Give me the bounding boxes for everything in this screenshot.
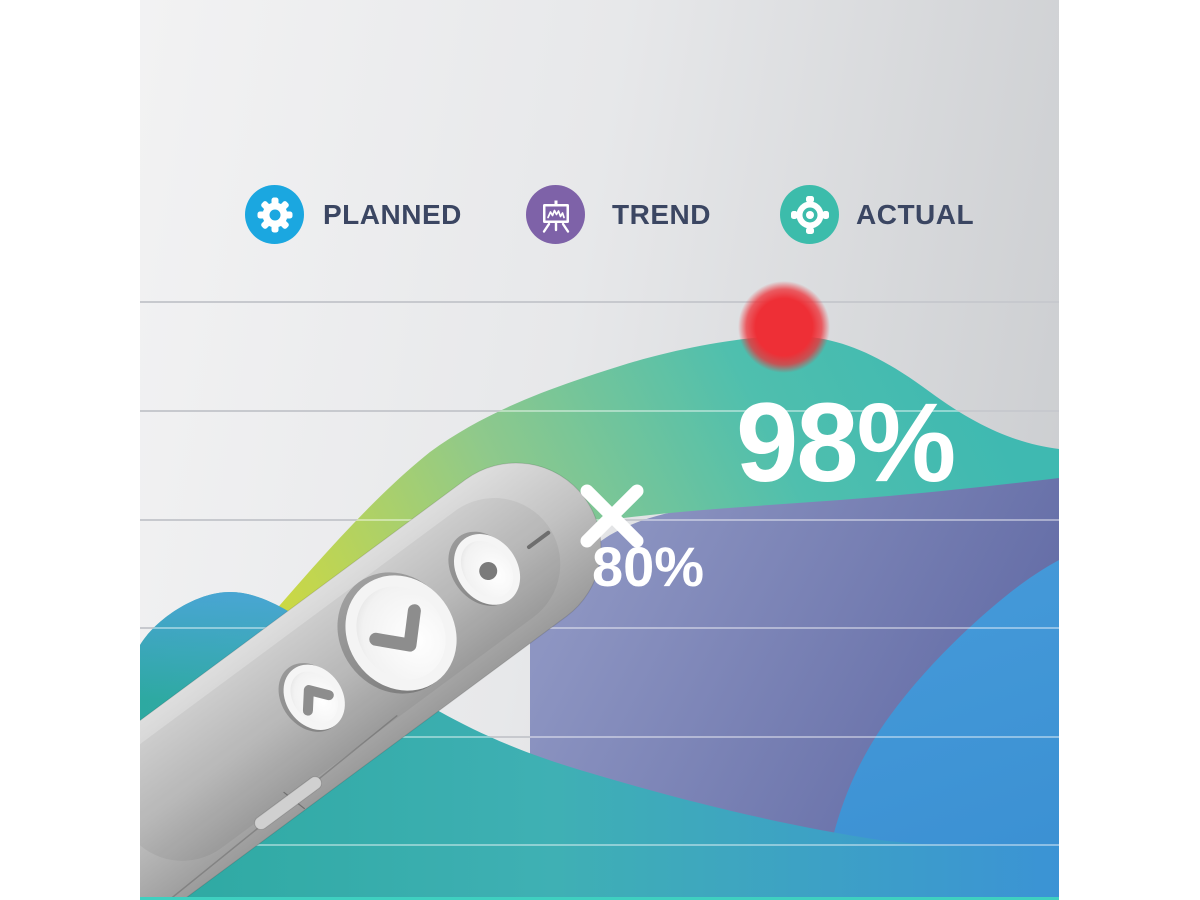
actual-value-label: 98% — [736, 380, 956, 505]
legend-item-actual — [780, 185, 839, 244]
legend-item-trend — [526, 185, 585, 244]
back-button-face — [290, 671, 338, 724]
next-chevron-icon — [369, 604, 421, 652]
back-chevron-icon — [302, 685, 334, 716]
x-cross-marker — [580, 484, 644, 548]
red-laser-dot-marker — [738, 281, 830, 373]
remote-indicator-slit — [526, 530, 551, 550]
legend-item-planned — [245, 185, 304, 244]
legend-label-actual: ACTUAL — [856, 199, 975, 230]
gear-icon — [257, 197, 292, 232]
remote-side-groove — [254, 776, 322, 831]
trend-value-label: 80% — [592, 535, 705, 598]
legend-label-trend: TREND — [612, 199, 711, 230]
actual-area — [250, 335, 1059, 900]
right-margin — [1059, 0, 1200, 900]
chart-area: 98% 80% — [140, 0, 1059, 900]
presentation-chart-icon — [542, 200, 569, 233]
remote-seam — [140, 714, 398, 900]
target-icon — [790, 195, 829, 234]
chart-canvas — [140, 281, 1059, 900]
presenter-remote — [140, 462, 602, 900]
left-margin — [0, 0, 140, 900]
blue-wedge-area — [820, 560, 1059, 900]
legend-label-planned: PLANNED — [323, 199, 462, 230]
laser-dot-icon — [479, 561, 498, 580]
next-button-face — [356, 586, 446, 680]
remote-face-panel — [140, 498, 561, 861]
bottom-edge-line — [140, 897, 1059, 900]
